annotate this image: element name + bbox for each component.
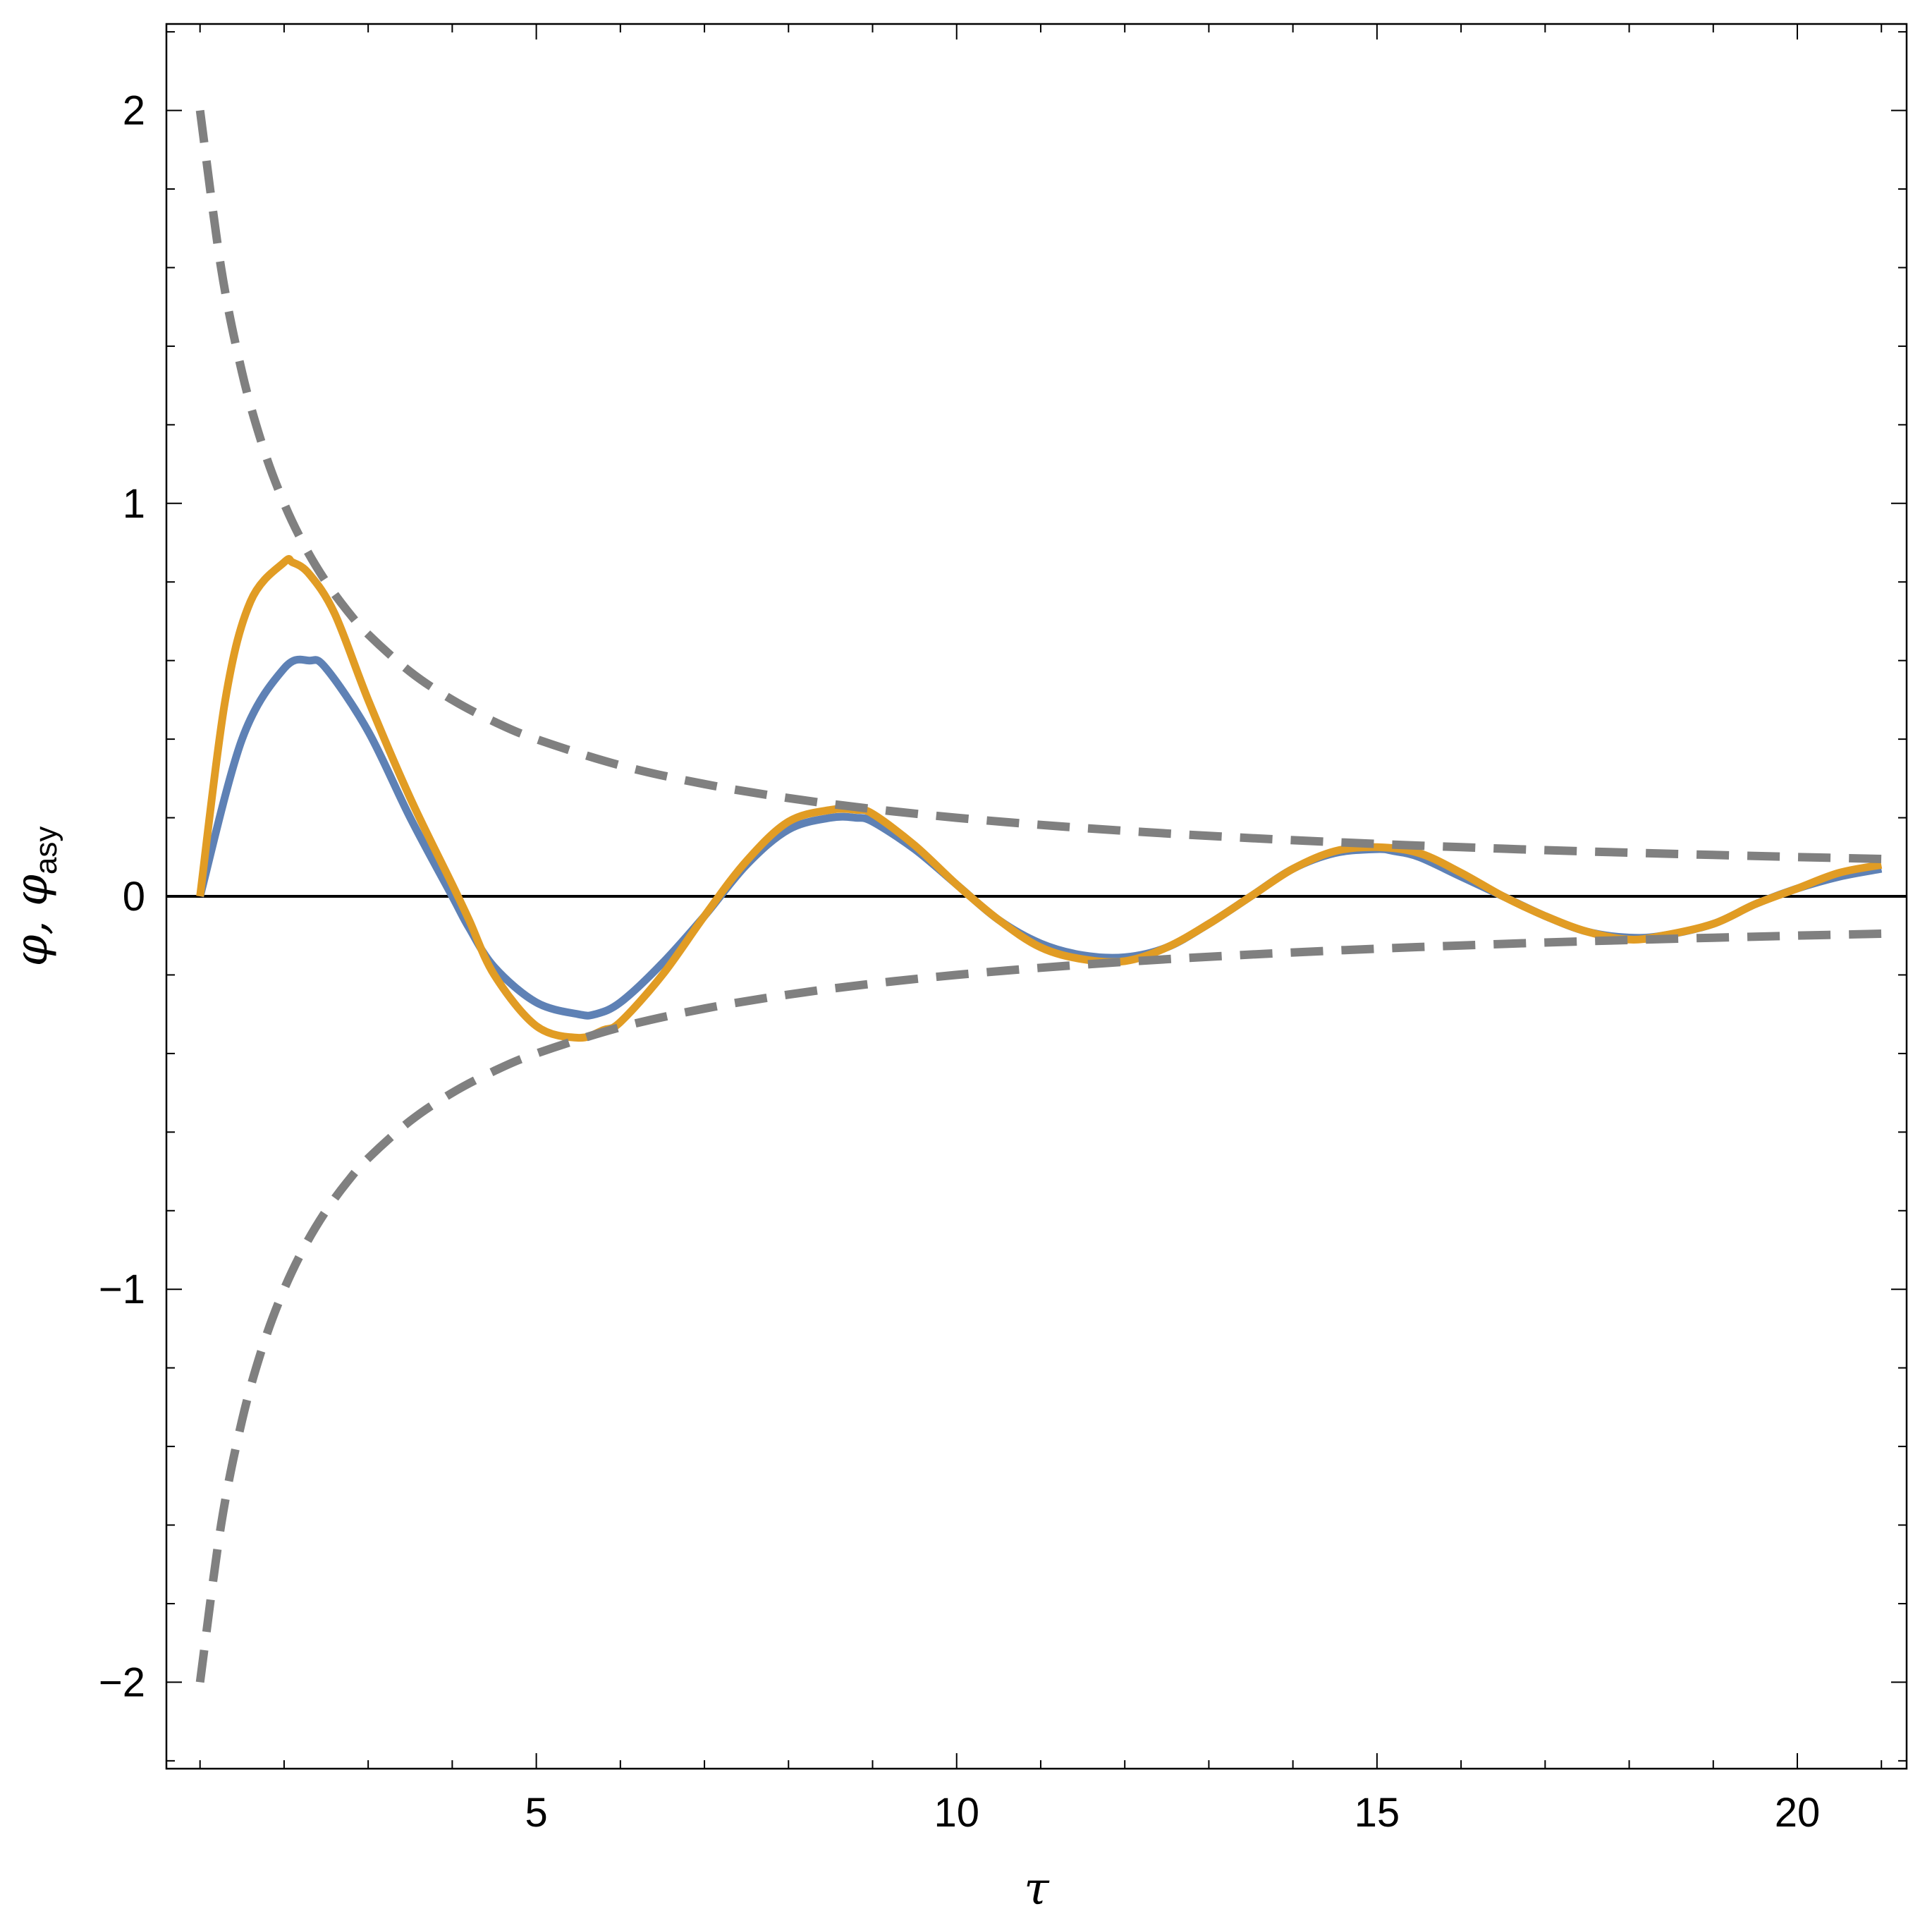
labels-layer: 5 10 15 20 −2 −1 0 1 2 [99,88,1820,1836]
y-tick-label: −1 [99,1267,145,1312]
series-line-blue [196,655,1883,1020]
y-tick-label: −2 [99,1659,145,1705]
x-tick-label: 5 [525,1790,547,1836]
y-axis-label: φ, φasy [6,827,63,967]
x-tick-label: 10 [934,1790,979,1836]
series-layer [195,109,1883,1683]
series-line-lower-envelope [195,929,1882,1683]
ticks-layer [166,24,1907,1769]
x-axis-label: τ [1024,1863,1050,1915]
x-tick-label: 15 [1355,1790,1400,1836]
x-tick-label: 20 [1775,1790,1821,1836]
series-line-upper-envelope [195,109,1882,863]
y-tick-label: 2 [123,88,145,134]
y-tick-label: 0 [123,874,145,920]
y-tick-label: 1 [123,481,145,527]
